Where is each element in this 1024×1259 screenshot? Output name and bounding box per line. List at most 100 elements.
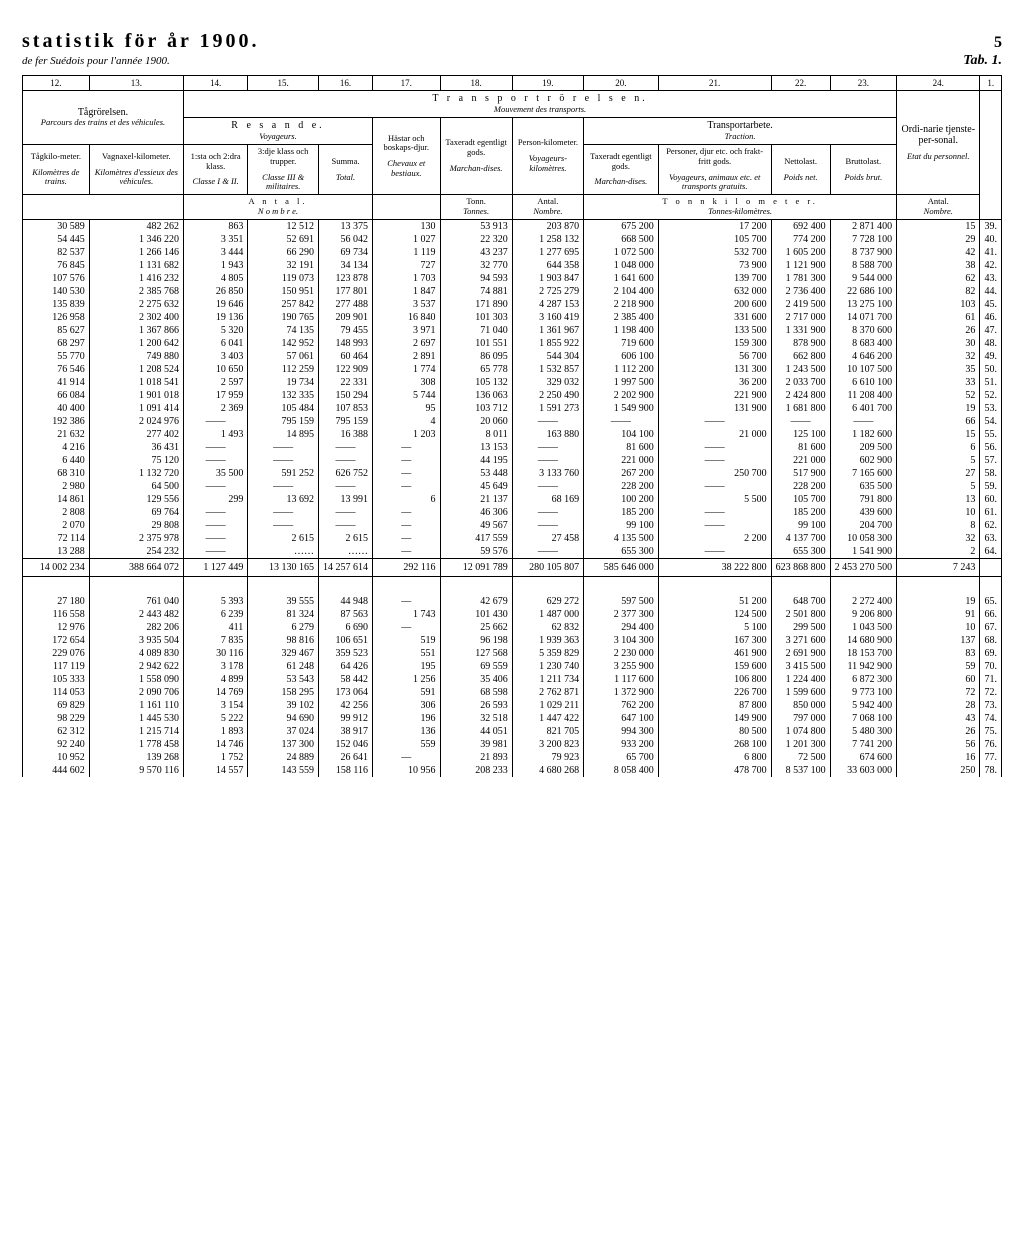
table-cell: 135 839 bbox=[23, 298, 90, 311]
table-cell: 1 131 682 bbox=[89, 259, 183, 272]
table-cell: 517 900 bbox=[771, 467, 830, 480]
table-cell: 749 880 bbox=[89, 350, 183, 363]
table-row: 66 0841 901 01817 959132 335150 2945 744… bbox=[23, 389, 1002, 402]
table-row: 117 1192 942 6223 17861 24864 42619569 5… bbox=[23, 660, 1002, 673]
table-cell: 30 116 bbox=[183, 647, 247, 660]
table-cell: 692 400 bbox=[771, 219, 830, 233]
table-cell: 57. bbox=[980, 454, 1002, 467]
table-cell: 143 559 bbox=[248, 764, 319, 777]
table-cell: 299 bbox=[183, 493, 247, 506]
table-cell: 2 697 bbox=[373, 337, 440, 350]
table-cell: 2 762 871 bbox=[512, 686, 583, 699]
table-cell: 1 243 500 bbox=[771, 363, 830, 376]
table-cell: — bbox=[373, 467, 440, 480]
col-number: 21. bbox=[658, 76, 771, 91]
col-number: 12. bbox=[23, 76, 90, 91]
table-cell: 53. bbox=[980, 402, 1002, 415]
table-cell: 8 011 bbox=[440, 428, 512, 441]
col-number-row: 12.13.14.15.16.17.18.19.20.21.22.23.24.1… bbox=[23, 76, 1002, 91]
table-cell: 158 116 bbox=[319, 764, 373, 777]
table-cell: 17 959 bbox=[183, 389, 247, 402]
table-cell: 1 703 bbox=[373, 272, 440, 285]
table-cell: 19 646 bbox=[183, 298, 247, 311]
table-cell: 59. bbox=[980, 480, 1002, 493]
table-cell: 43. bbox=[980, 272, 1002, 285]
table-cell: 39 981 bbox=[440, 738, 512, 751]
table-cell: 482 262 bbox=[89, 219, 183, 233]
table-cell: 228 200 bbox=[771, 480, 830, 493]
table-cell: 10 952 bbox=[23, 751, 90, 764]
table-cell: 68 169 bbox=[512, 493, 583, 506]
table-cell: 1 447 422 bbox=[512, 712, 583, 725]
title-text: statistik för år 1900. bbox=[22, 30, 259, 52]
table-cell: 204 700 bbox=[830, 519, 897, 532]
table-cell: 9 544 000 bbox=[830, 272, 897, 285]
table-cell: 36 431 bbox=[89, 441, 183, 454]
table-row: 107 5761 416 2324 805119 073123 8781 703… bbox=[23, 272, 1002, 285]
table-cell: 1 591 273 bbox=[512, 402, 583, 415]
table-cell: 5 744 bbox=[373, 389, 440, 402]
table-cell: 7 165 600 bbox=[830, 467, 897, 480]
table-cell: 3 154 bbox=[183, 699, 247, 712]
table-cell: 80 500 bbox=[658, 725, 771, 738]
table-cell: 35 bbox=[897, 363, 980, 376]
table-row: 2 07029 808———————49 567——99 100——99 100… bbox=[23, 519, 1002, 532]
table-cell: 173 064 bbox=[319, 686, 373, 699]
table-cell: 64. bbox=[980, 545, 1002, 559]
page-title: statistik för år 1900. bbox=[22, 30, 259, 53]
table-cell: 8 bbox=[897, 519, 980, 532]
table-cell: 1 182 600 bbox=[830, 428, 897, 441]
row-index-head bbox=[980, 91, 1002, 220]
table-cell: 16 840 bbox=[373, 311, 440, 324]
table-cell: 226 700 bbox=[658, 686, 771, 699]
table-cell: 76 845 bbox=[23, 259, 90, 272]
table-cell: 73. bbox=[980, 699, 1002, 712]
table-cell: 1 127 449 bbox=[183, 558, 247, 576]
table-cell: 674 600 bbox=[830, 751, 897, 764]
table-cell: 933 200 bbox=[584, 738, 659, 751]
table-cell: 1 203 bbox=[373, 428, 440, 441]
table-cell: 42 256 bbox=[319, 699, 373, 712]
table-cell: 66 084 bbox=[23, 389, 90, 402]
table-cell: 6 690 bbox=[319, 621, 373, 634]
table-cell: 209 500 bbox=[830, 441, 897, 454]
table-cell: 2 501 800 bbox=[771, 608, 830, 621]
table-cell: 1 200 642 bbox=[89, 337, 183, 350]
table-cell: 9 570 116 bbox=[89, 764, 183, 777]
table-cell: 1 043 500 bbox=[830, 621, 897, 634]
table-cell: 359 523 bbox=[319, 647, 373, 660]
table-cell: 105 700 bbox=[771, 493, 830, 506]
table-cell: 68. bbox=[980, 634, 1002, 647]
table-cell: —— bbox=[771, 415, 830, 428]
table-cell: 1 256 bbox=[373, 673, 440, 686]
table-cell: 16 388 bbox=[319, 428, 373, 441]
blank-unit bbox=[23, 195, 184, 220]
table-cell: 96 198 bbox=[440, 634, 512, 647]
table-cell: 2 375 978 bbox=[89, 532, 183, 545]
table-cell: 5 100 bbox=[658, 621, 771, 634]
table-cell: 52 bbox=[897, 389, 980, 402]
table-cell: 719 600 bbox=[584, 337, 659, 350]
table-cell: 1 605 200 bbox=[771, 246, 830, 259]
table-cell: 3 255 900 bbox=[584, 660, 659, 673]
table-cell: —— bbox=[512, 506, 583, 519]
table-cell: 1 487 000 bbox=[512, 608, 583, 621]
table-cell: 105 484 bbox=[248, 402, 319, 415]
table-cell: 1 029 211 bbox=[512, 699, 583, 712]
table-cell: 1 048 000 bbox=[584, 259, 659, 272]
col-number: 18. bbox=[440, 76, 512, 91]
table-cell: 597 500 bbox=[584, 595, 659, 608]
table-cell: — bbox=[373, 506, 440, 519]
table-row: 12 976282 2064116 2796 690—25 66262 8322… bbox=[23, 621, 1002, 634]
table-cell: 10 bbox=[897, 621, 980, 634]
table-cell: 24 889 bbox=[248, 751, 319, 764]
table-cell: 3 415 500 bbox=[771, 660, 830, 673]
table-cell: 1 208 524 bbox=[89, 363, 183, 376]
table-cell: 69. bbox=[980, 647, 1002, 660]
table-cell: 329 467 bbox=[248, 647, 319, 660]
table-cell: 306 bbox=[373, 699, 440, 712]
table-cell: 8 058 400 bbox=[584, 764, 659, 777]
table-cell: 14 746 bbox=[183, 738, 247, 751]
table-cell: 1 778 458 bbox=[89, 738, 183, 751]
table-row: 30 589482 26286312 51213 37513053 913203… bbox=[23, 219, 1002, 233]
